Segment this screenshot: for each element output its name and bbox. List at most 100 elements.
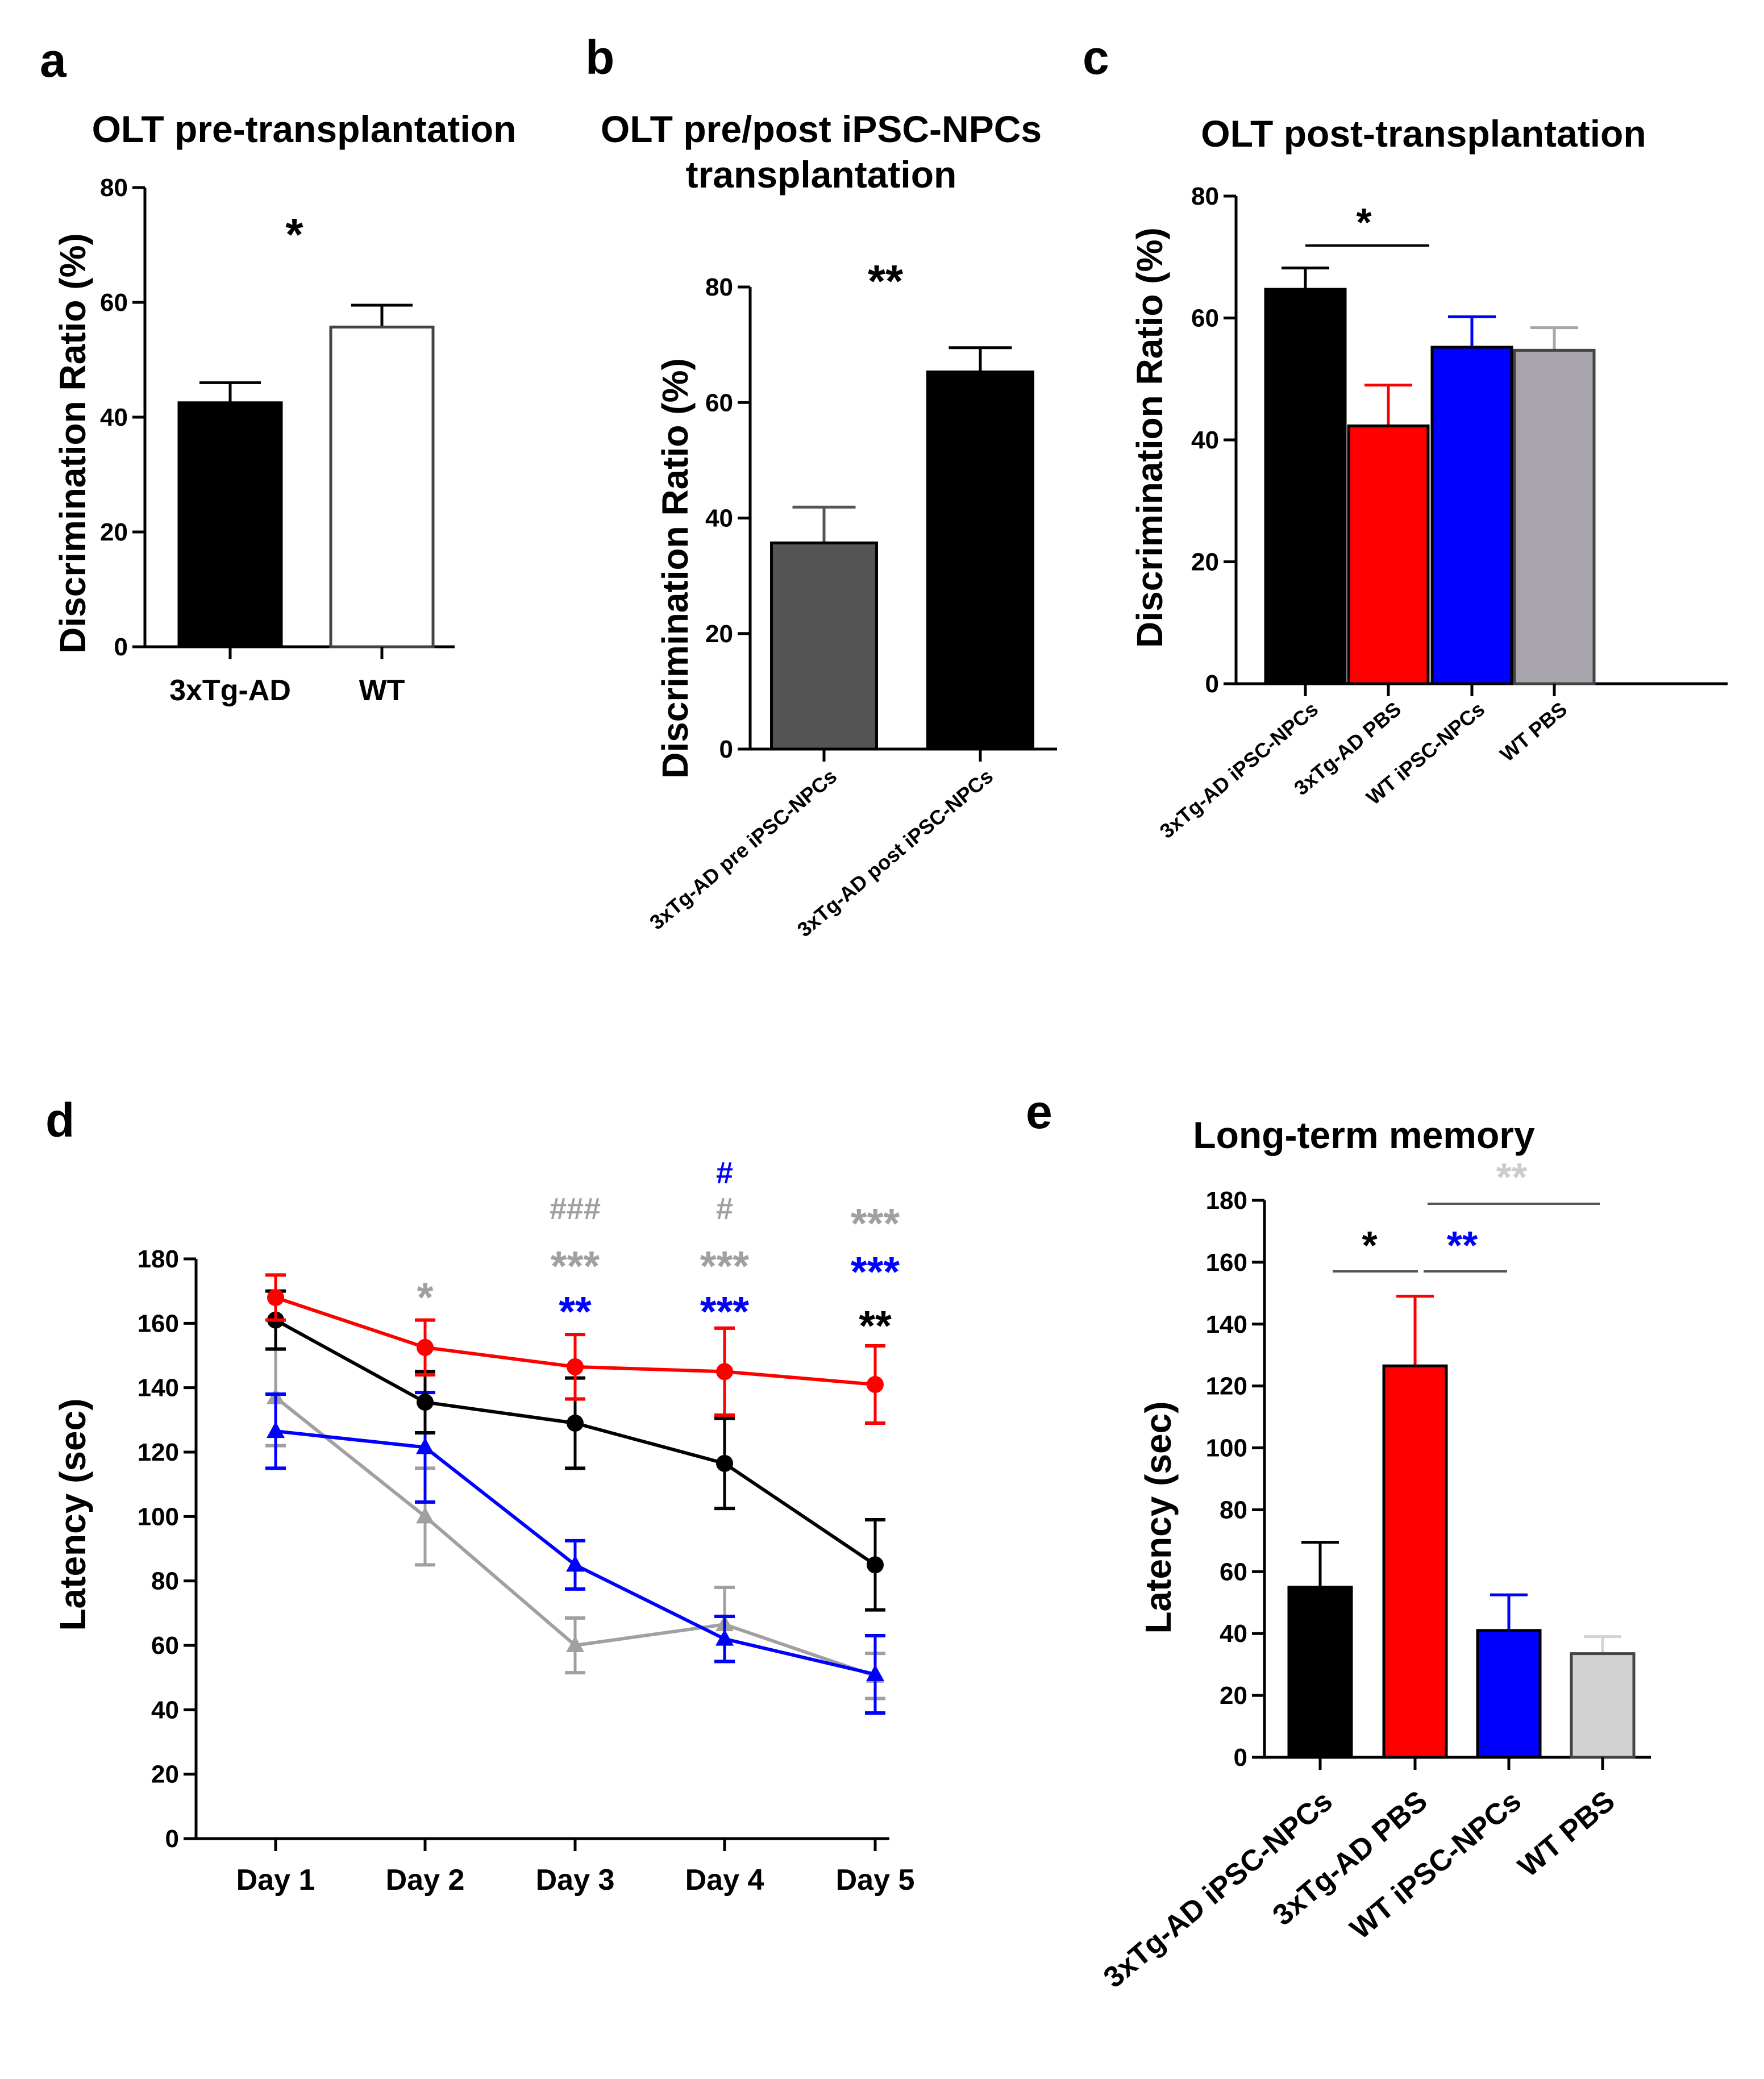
panel-e-category-label: WT iPSC-NPCs bbox=[1344, 1785, 1528, 1946]
panel-b-y-tick-label: 60 bbox=[705, 389, 733, 417]
panel-c-bar bbox=[1264, 288, 1347, 685]
panel-e-y-tick-label: 140 bbox=[1206, 1311, 1247, 1338]
panel-d-series-3xtg-ad-pbs-point bbox=[716, 1363, 733, 1381]
panel-c: c OLT post-transplantation Discrimination … bbox=[1083, 31, 1728, 843]
panel-e-y-tick-label: 0 bbox=[1234, 1744, 1247, 1772]
panel-d-y-tick-label: 60 bbox=[151, 1632, 179, 1660]
panel-d-significance-marker: ### bbox=[550, 1192, 601, 1226]
panel-e-y-tick-label: 20 bbox=[1220, 1682, 1247, 1710]
panel-b-bar bbox=[770, 541, 878, 751]
panel-c-y-tick-label: 20 bbox=[1191, 548, 1219, 576]
panel-d-y-tick-label: 180 bbox=[138, 1245, 179, 1273]
panel-d-y-tick-label: 80 bbox=[151, 1567, 179, 1595]
panel-d-significance-marker: # bbox=[716, 1192, 733, 1226]
panel-c-y-tick-label: 40 bbox=[1191, 426, 1219, 454]
panel-c-panel-label: c bbox=[1083, 31, 1109, 84]
panel-c-title: OLT post-transplantation bbox=[1201, 113, 1646, 155]
panel-b-significance-marker: ** bbox=[868, 256, 904, 306]
panel-a-panel-label: a bbox=[40, 34, 67, 87]
panel-c-bar bbox=[1347, 424, 1430, 685]
panel-d-series-3xtg-ad-ipsc-npcs-point bbox=[417, 1394, 434, 1411]
panel-c-bar bbox=[1513, 348, 1596, 685]
panel-d-y-tick-label: 40 bbox=[151, 1696, 179, 1724]
panel-e-y-axis-label: Latency (sec) bbox=[1138, 1401, 1179, 1633]
panel-a-y-axis-label: Discrimination Ratio (%) bbox=[52, 233, 93, 654]
panel-d-y-axis-label: Latency (sec) bbox=[52, 1398, 93, 1631]
panel-d-significance-marker: * bbox=[417, 1274, 434, 1321]
panel-d-y-tick-label: 140 bbox=[138, 1374, 179, 1402]
panel-d-category-label: Day 3 bbox=[536, 1864, 615, 1897]
panel-e-y-tick-label: 180 bbox=[1206, 1187, 1247, 1215]
panel-e-title: Long-term memory bbox=[1193, 1114, 1535, 1156]
panel-d-significance-marker: *** bbox=[851, 1200, 900, 1247]
panel-d-significance-marker: *** bbox=[551, 1242, 600, 1290]
panel-d-category-label: Day 1 bbox=[236, 1864, 315, 1897]
panel-c-significance-marker: * bbox=[1356, 200, 1372, 244]
panel-c-category-label: WT PBS bbox=[1496, 697, 1572, 766]
panel-e-y-tick-label: 80 bbox=[1220, 1496, 1247, 1524]
panel-b-y-axis-label: Discrimination Ratio (%) bbox=[655, 358, 696, 779]
panel-d-series-3xtg-ad-pbs-point bbox=[567, 1358, 584, 1375]
panel-a-title: OLT pre-transplantation bbox=[92, 108, 517, 150]
panel-d-significance-marker: *** bbox=[851, 1248, 900, 1295]
panel-d-series-wt-ipsc-npcs-point bbox=[416, 1437, 434, 1454]
panel-e-bar bbox=[1570, 1652, 1636, 1759]
panel-e-panel-label: e bbox=[1026, 1085, 1052, 1138]
panel-e-significance-marker: * bbox=[1362, 1223, 1378, 1267]
panel-a-y-tick-label: 40 bbox=[100, 404, 128, 431]
panel-e-category-label: WT PBS bbox=[1512, 1785, 1621, 1883]
panel-d: d Latency (sec) 0 20 40 60 80 100 120 140 160 180 Da… bbox=[45, 1093, 914, 1897]
panel-c-bar bbox=[1430, 346, 1513, 685]
panel-a-y-tick-label: 20 bbox=[100, 518, 128, 546]
panel-c-y-axis-label: Discrimination Ratio (%) bbox=[1129, 227, 1170, 648]
panel-a-bar bbox=[329, 325, 435, 648]
panel-d-significance-marker: *** bbox=[700, 1242, 750, 1290]
panel-e-y-tick-label: 100 bbox=[1206, 1434, 1247, 1462]
panel-d-y-tick-label: 20 bbox=[151, 1761, 179, 1789]
panel-e-y-tick-label: 120 bbox=[1206, 1373, 1247, 1400]
panel-d-panel-label: d bbox=[45, 1093, 74, 1147]
panel-e-y-tick-label: 160 bbox=[1206, 1249, 1247, 1276]
panel-b-bar bbox=[926, 370, 1034, 751]
panel-b-y-tick-label: 40 bbox=[705, 505, 733, 533]
panel-a-category-label: WT bbox=[359, 674, 405, 707]
panel-e-significance-marker: ** bbox=[1447, 1223, 1478, 1267]
panel-e: e Long-term memory Latency (sec) 0 20 40 60 80 1… bbox=[1026, 1085, 1651, 1994]
panel-e-y-tick-label: 40 bbox=[1220, 1620, 1247, 1648]
panel-c-y-tick-label: 60 bbox=[1191, 305, 1219, 332]
panel-b-y-tick-label: 80 bbox=[705, 273, 733, 301]
panel-d-y-tick-label: 120 bbox=[138, 1438, 179, 1466]
panel-e-y-tick-label: 60 bbox=[1220, 1558, 1247, 1586]
panel-a-bar bbox=[177, 401, 283, 648]
panel-d-significance-marker: ** bbox=[859, 1302, 892, 1349]
panel-d-y-tick-label: 0 bbox=[165, 1825, 179, 1853]
panel-b-y-tick-label: 20 bbox=[705, 620, 733, 648]
panel-d-series-3xtg-ad-pbs-point bbox=[267, 1289, 284, 1306]
panel-e-significance-marker: ** bbox=[1496, 1155, 1528, 1199]
panel-d-series-3xtg-ad-pbs-point bbox=[867, 1376, 884, 1393]
panel-a-y-tick-label: 80 bbox=[100, 174, 128, 202]
panel-b-title-line2: transplantation bbox=[686, 153, 957, 196]
panel-d-category-label: Day 5 bbox=[836, 1864, 915, 1897]
panel-d-series-3xtg-ad-ipsc-npcs-point bbox=[867, 1556, 884, 1574]
panel-d-category-label: Day 4 bbox=[685, 1864, 764, 1897]
panel-b-y-tick-label: 0 bbox=[719, 735, 733, 763]
panel-d-series-wt-ipsc-npcs-point bbox=[267, 1421, 285, 1438]
panel-a-significance-marker: * bbox=[285, 209, 303, 260]
panel-d-series-wt-ipsc-npcs-point bbox=[715, 1629, 734, 1646]
panel-c-y-tick-label: 0 bbox=[1205, 670, 1219, 698]
panel-a-y-tick-label: 0 bbox=[114, 633, 128, 661]
panel-d-series-wt-pbs-point bbox=[566, 1636, 584, 1652]
panel-d-series-wt-pbs-point bbox=[416, 1507, 434, 1524]
panel-d-series-3xtg-ad-ipsc-npcs-point bbox=[567, 1415, 584, 1432]
panel-d-y-tick-label: 100 bbox=[138, 1503, 179, 1531]
panel-d-y-tick-label: 160 bbox=[138, 1309, 179, 1337]
panel-d-significance-marker: ** bbox=[559, 1288, 592, 1335]
panel-a-y-tick-label: 60 bbox=[100, 289, 128, 317]
panel-b-panel-label: b bbox=[585, 31, 614, 84]
panel-e-bar bbox=[1382, 1364, 1448, 1759]
panel-c-category-label: 3xTg-AD iPSC-NPCs bbox=[1155, 697, 1323, 843]
panel-a: a OLT pre-transplantation Discrimination R… bbox=[40, 34, 516, 707]
